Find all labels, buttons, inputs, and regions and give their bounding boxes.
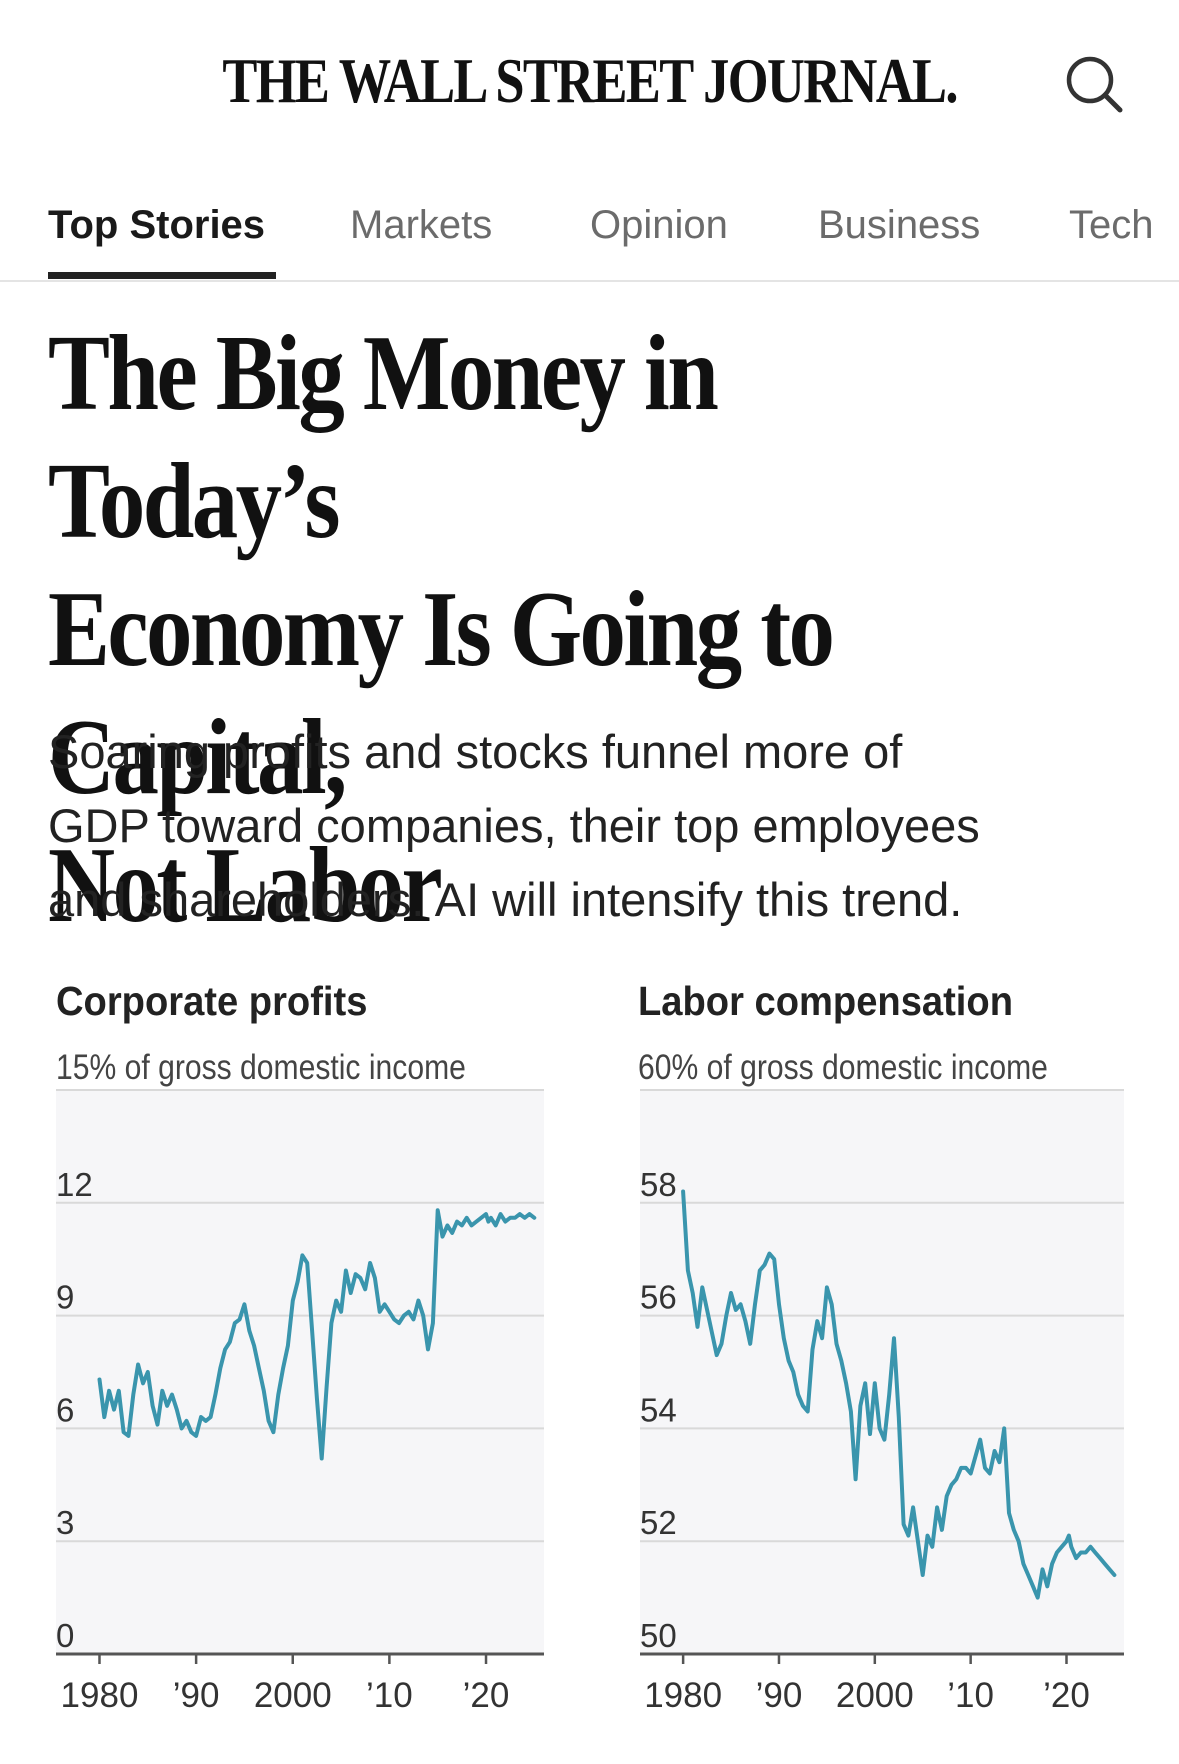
- headline-line: The Big Money in Today’s: [48, 314, 719, 561]
- y-tick-label: 9: [56, 1279, 74, 1316]
- x-tick-label: 1980: [61, 1676, 139, 1715]
- dek-line: GDP toward companies, their top employee…: [48, 799, 980, 852]
- chart-title: Corporate profits: [56, 978, 368, 1024]
- x-tick-label: 2000: [836, 1676, 914, 1715]
- x-tick-label: ’20: [463, 1676, 510, 1715]
- dek-line: and shareholders. AI will intensify this…: [48, 873, 963, 926]
- x-tick-label: ’90: [173, 1676, 220, 1715]
- tab-opinion[interactable]: Opinion: [590, 203, 728, 247]
- x-tick-label: ’10: [366, 1676, 413, 1715]
- series-line: [681, 1189, 1117, 1600]
- search-button[interactable]: [1062, 52, 1126, 116]
- headline-line: Economy Is Going to Capital,: [48, 570, 835, 817]
- x-tick-label: ’10: [947, 1676, 994, 1715]
- y-tick-label: 52: [640, 1504, 677, 1541]
- section-nav: Top Stories Markets Opinion Business Tec…: [0, 170, 1179, 282]
- article-headline[interactable]: The Big Money in Today’s Economy Is Goin…: [48, 310, 994, 950]
- active-tab-indicator: [48, 272, 276, 279]
- article-dek: Soaring profits and stocks funnel more o…: [48, 715, 1148, 937]
- dek-line: Soaring profits and stocks funnel more o…: [48, 725, 903, 778]
- search-icon: [1066, 56, 1123, 113]
- y-tick-label: 50: [640, 1617, 677, 1654]
- masthead-logo[interactable]: THE WALL STREET JOURNAL.: [222, 45, 958, 116]
- chart-subtitle: 15% of gross domestic income: [56, 1048, 466, 1087]
- tab-tech[interactable]: Tech: [1069, 203, 1154, 247]
- masthead: THE WALL STREET JOURNAL.: [0, 0, 1179, 170]
- chart-subtitle: 60% of gross domestic income: [638, 1048, 1048, 1087]
- chart-title: Labor compensation: [638, 978, 1013, 1024]
- x-tick-label: 2000: [254, 1676, 332, 1715]
- x-tick-label: 1980: [644, 1676, 722, 1715]
- y-tick-label: 3: [56, 1504, 74, 1541]
- y-tick-label: 54: [640, 1391, 677, 1428]
- plot-area: [640, 1090, 1124, 1654]
- plot-area: [56, 1090, 544, 1654]
- y-tick-label: 58: [640, 1166, 677, 1203]
- series-line: [97, 1208, 537, 1461]
- y-tick-label: 56: [640, 1279, 677, 1316]
- tab-business[interactable]: Business: [818, 203, 981, 247]
- y-tick-label: 6: [56, 1391, 74, 1428]
- y-tick-label: 0: [56, 1617, 74, 1654]
- y-tick-label: 12: [56, 1166, 93, 1203]
- x-tick-label: ’90: [756, 1676, 803, 1715]
- x-tick-label: ’20: [1043, 1676, 1090, 1715]
- headline-line: Not Labor: [48, 826, 443, 945]
- tab-top-stories[interactable]: Top Stories: [48, 203, 266, 247]
- tab-markets[interactable]: Markets: [350, 203, 493, 247]
